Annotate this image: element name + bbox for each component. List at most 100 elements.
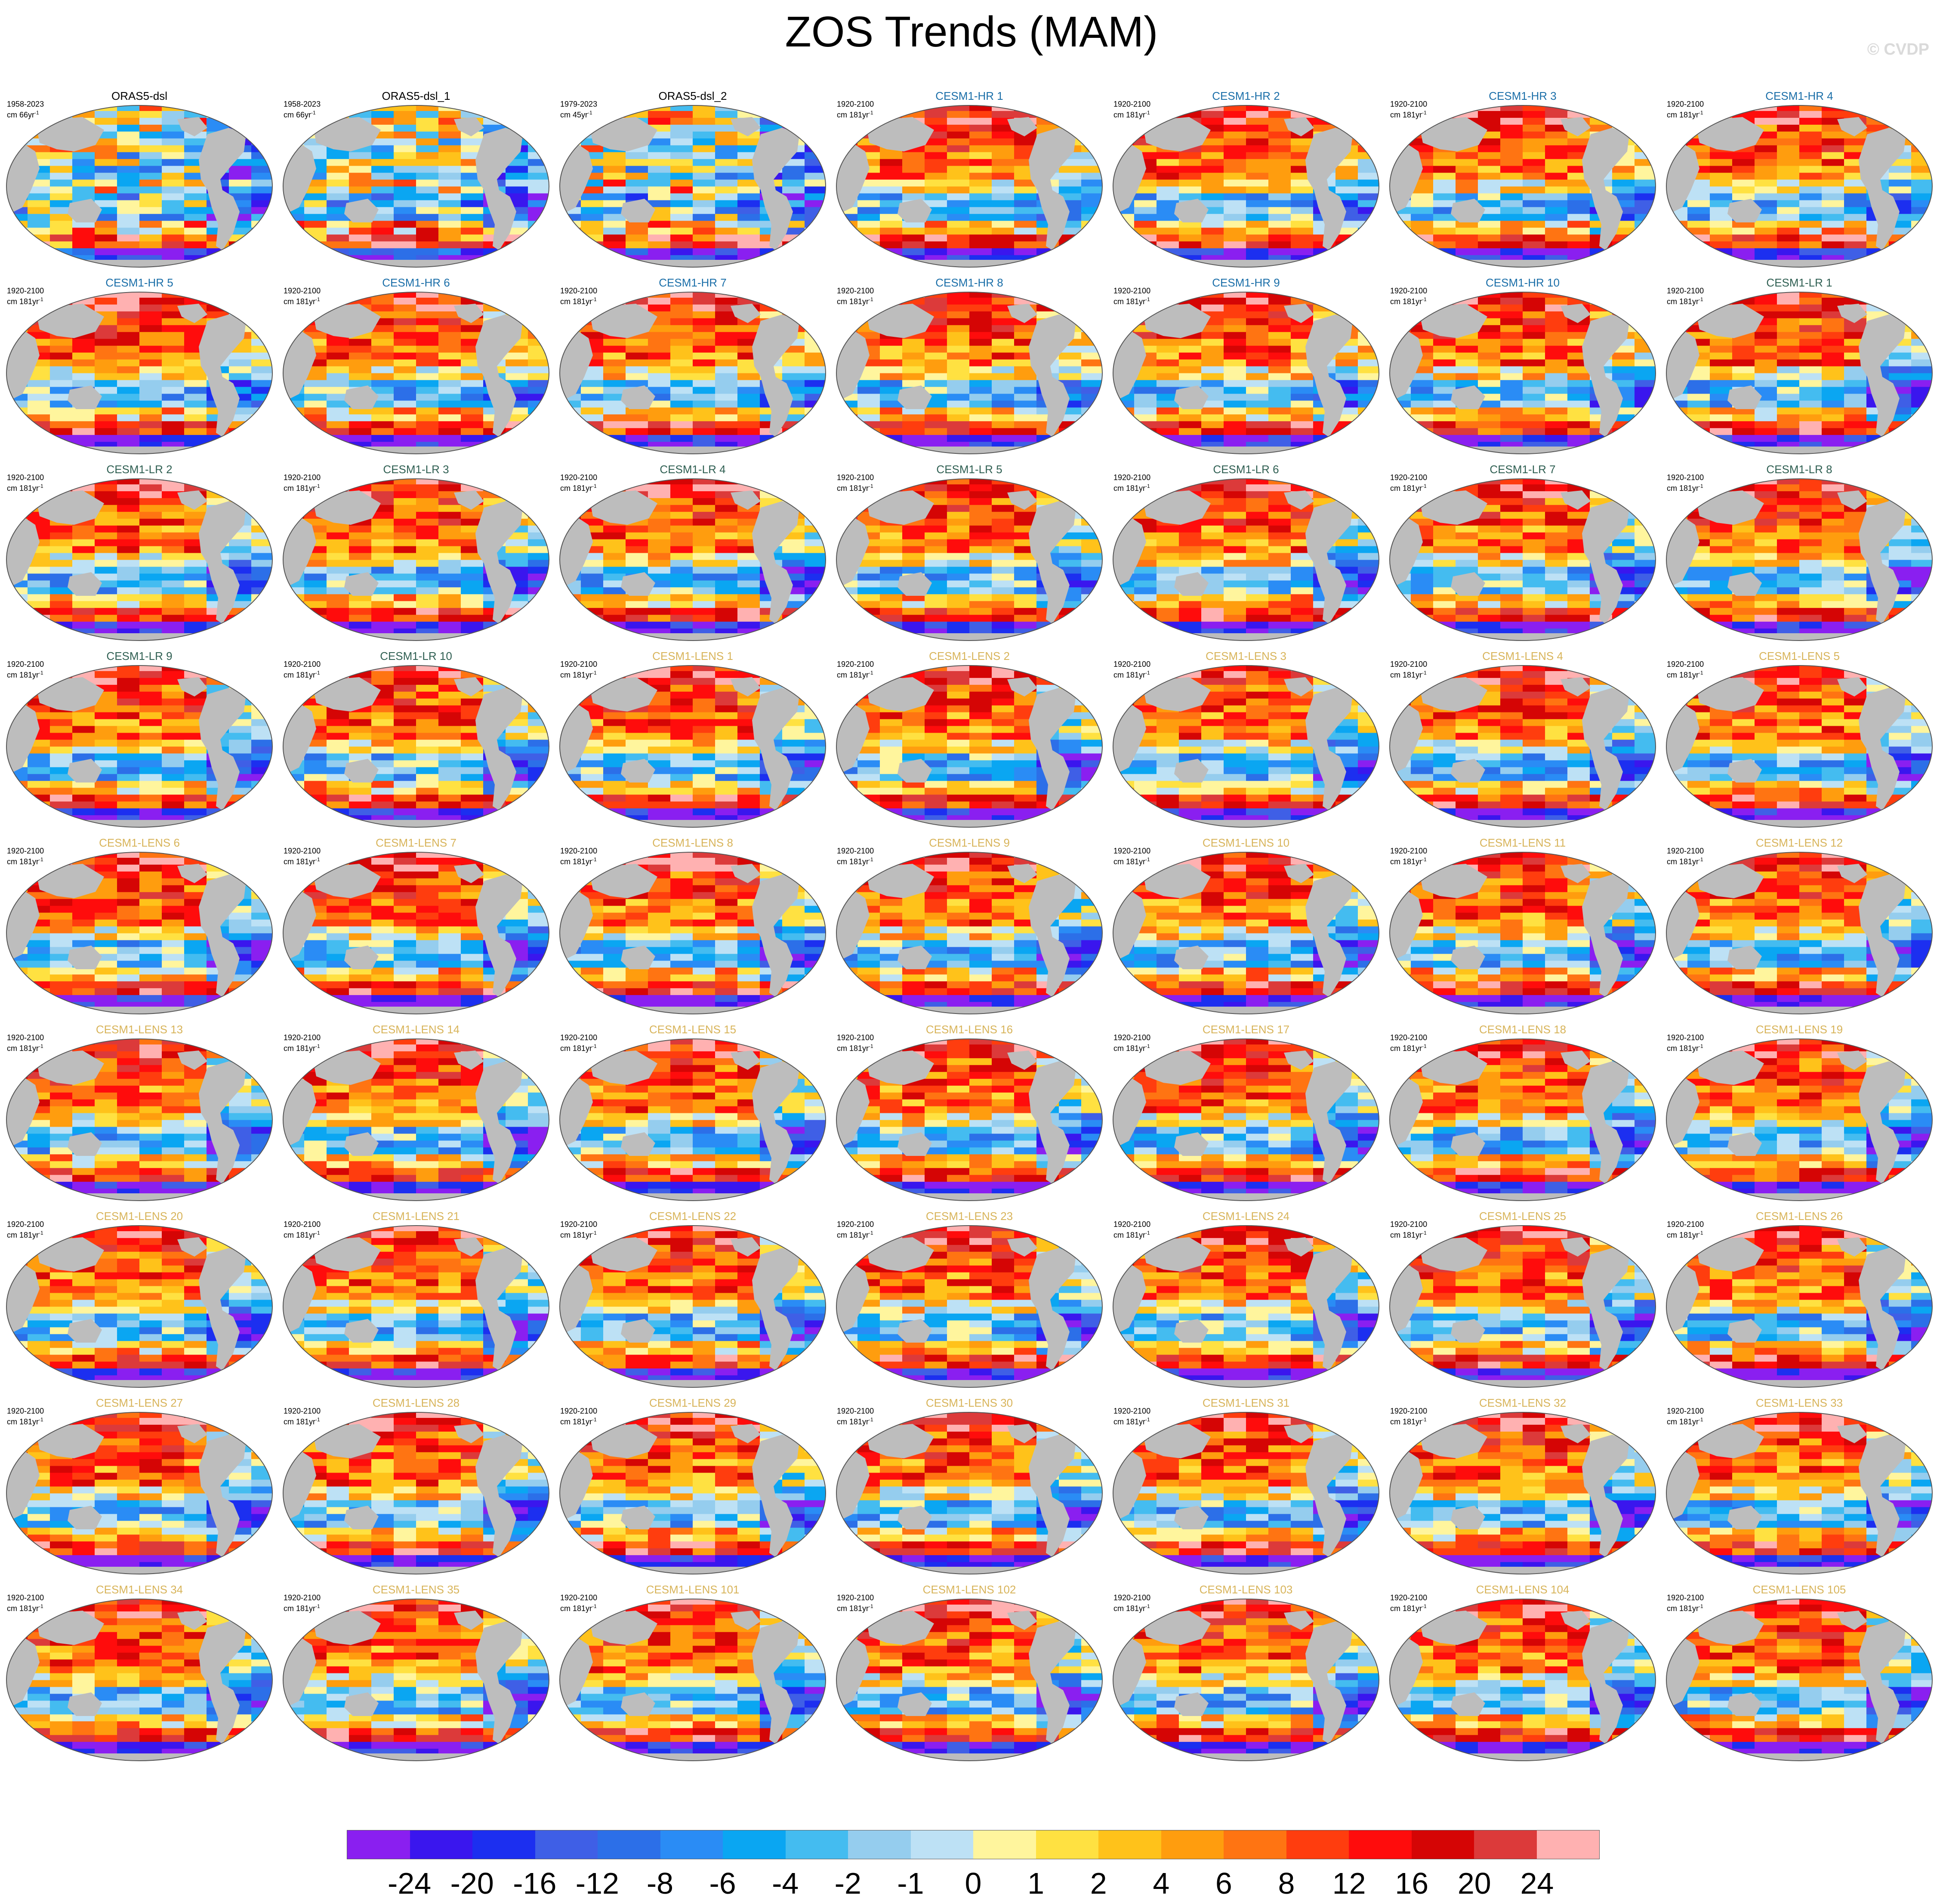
colorbar-cell [1036,1830,1098,1859]
land-mask [1727,1132,1762,1156]
panel-title: ORAS5-dsl_2 [658,89,727,102]
map-panel: CESM1-LENS 34 1920-2100 cm 181yr-1 [3,1580,275,1762]
land-mask [1582,688,1629,810]
panel-period: 1920-2100 [284,1407,321,1415]
panel-units: cm 181yr-1 [1667,295,1703,306]
trend-map [836,852,1103,1014]
trend-map [1666,1599,1933,1761]
panel-units: cm 181yr-1 [284,855,320,866]
land-mask [1451,1132,1485,1156]
land-mask [177,1051,207,1070]
panel-units-text: cm 181yr [1113,1044,1146,1053]
panel-title: CESM1-HR 9 [1212,276,1280,289]
globe-outline [836,1599,1103,1761]
panel-title: CESM1-LR 7 [1490,463,1556,476]
map-panel: CESM1-LENS 19 1920-2100 cm 181yr-1 [1663,1020,1935,1202]
panel-units-text: cm 181yr [1113,1417,1146,1426]
panel-units-text: cm 181yr [1667,1604,1699,1613]
globe-outline [6,1225,273,1388]
land-mask [475,1621,523,1744]
land-mask [1174,572,1209,596]
map-panel: CESM1-HR 1 1920-2100 cm 181yr-1 [833,86,1105,269]
trend-map [283,1225,549,1388]
land-mask [1142,1051,1211,1085]
map-panel: CESM1-LENS 18 1920-2100 cm 181yr-1 [1387,1020,1659,1202]
land-mask [321,1007,510,1014]
land-mask [1837,490,1867,510]
land-mask [1150,1193,1340,1200]
globe-outline [283,1412,549,1574]
panel-period: 1920-2100 [1113,473,1151,482]
panel-units-text: cm 181yr [1113,111,1146,119]
map-panel: CESM1-LENS 4 1920-2100 cm 181yr-1 [1387,646,1659,829]
globe-outline [1666,1412,1933,1574]
land-mask [1695,677,1764,712]
panel-title: CESM1-LR 4 [660,463,726,476]
land-mask [621,572,655,596]
trend-map [283,292,549,454]
globe-outline [1666,852,1933,1014]
panel-units: cm 181yr-1 [560,1229,597,1239]
land-mask [1174,1692,1209,1716]
panel-units-text: cm 181yr [1667,111,1699,119]
land-mask [731,1237,761,1257]
panel-units: cm 181yr-1 [560,1042,597,1053]
panel-period: 1920-2100 [1390,1407,1428,1415]
trend-map [836,105,1103,268]
panel-units: cm 181yr-1 [1113,1042,1150,1053]
panel-units-text: cm 181yr [1667,671,1699,679]
land-mask [1451,759,1485,783]
land-mask [1704,633,1893,640]
globe-outline [283,105,549,268]
land-mask [897,1319,932,1343]
land-mask [1695,490,1764,525]
map-panel: CESM1-LENS 17 1920-2100 cm 181yr-1 [1110,1020,1382,1202]
map-panel: CESM1-LR 7 1920-2100 cm 181yr-1 [1387,459,1659,642]
panel-period: 1920-2100 [1390,1593,1428,1602]
trend-map [6,1038,273,1201]
land-mask [731,1051,761,1070]
land-mask [1704,1567,1893,1574]
land-mask [897,572,932,596]
land-mask [68,1692,102,1716]
globe-outline [283,478,549,641]
land-mask [454,490,484,510]
panel-units-text: cm 181yr [1390,1231,1422,1239]
panel-units: cm 181yr-1 [1667,1602,1703,1613]
land-mask [454,1051,484,1070]
panel-period: 1920-2100 [1667,1593,1704,1602]
globe-outline [836,1412,1103,1574]
land-mask [35,490,104,525]
colorbar-cell [1349,1830,1412,1859]
panel-period: 1979-2023 [560,100,598,108]
land-mask [454,1237,484,1257]
land-mask [1582,1061,1629,1184]
trend-map [1113,478,1379,641]
panel-units: cm 181yr-1 [7,1042,43,1053]
panel-units-text: cm 181yr [560,484,592,493]
land-mask [1305,688,1353,810]
land-mask [1150,1567,1340,1574]
trend-map [1113,105,1379,268]
colorbar-cell [535,1830,598,1859]
panel-period: 1920-2100 [1113,1593,1151,1602]
land-mask [589,117,657,151]
panel-period: 1920-2100 [1667,100,1704,108]
panel-period: 1958-2023 [7,100,44,108]
land-mask [312,1237,381,1272]
land-mask [475,128,523,250]
land-mask [35,117,104,151]
panel-units: cm 181yr-1 [1667,1042,1703,1053]
colorbar-cell [1161,1830,1224,1859]
map-panel: CESM1-LENS 33 1920-2100 cm 181yr-1 [1663,1393,1935,1576]
land-mask [344,572,379,596]
panel-units-exponent: -1 [1699,1043,1703,1049]
panel-period: 1920-2100 [1390,287,1428,295]
panel-title: CESM1-LENS 19 [1755,1023,1843,1036]
panel-units: cm 181yr-1 [837,1415,873,1426]
map-panel: CESM1-HR 9 1920-2100 cm 181yr-1 [1110,273,1382,456]
colorbar-cell [598,1830,660,1859]
land-mask [44,1567,233,1574]
trend-map [283,478,549,641]
land-mask [1727,572,1762,596]
